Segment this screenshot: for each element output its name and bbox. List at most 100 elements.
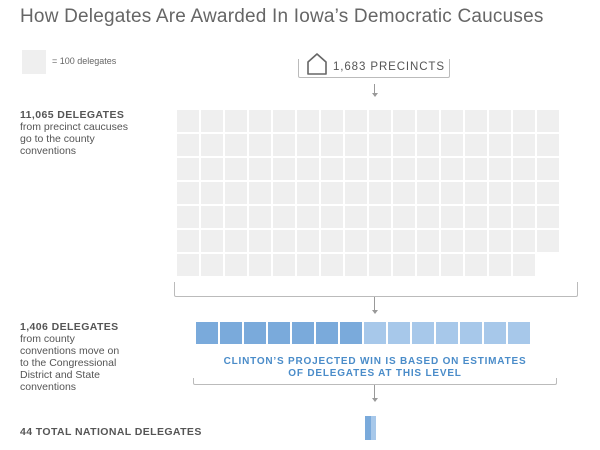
county-delegate-unit xyxy=(200,157,224,181)
county-delegate-unit xyxy=(320,109,344,133)
county-delegate-unit xyxy=(488,205,512,229)
county-delegate-unit xyxy=(176,253,200,277)
state-description-line: conventions move on xyxy=(20,345,120,357)
county-delegate-unit xyxy=(272,109,296,133)
national-delegate-count: 44 TOTAL NATIONAL DELEGATES xyxy=(20,426,202,438)
county-delegate-unit xyxy=(440,253,464,277)
county-delegate-unit xyxy=(464,253,488,277)
county-delegate-unit xyxy=(248,229,272,253)
county-delegate-unit xyxy=(440,229,464,253)
county-delegate-unit xyxy=(320,181,344,205)
county-delegate-unit xyxy=(296,205,320,229)
county-delegate-unit xyxy=(176,157,200,181)
legend-label: = 100 delegates xyxy=(52,56,117,66)
precinct-count-label: 1,683 PRECINCTS xyxy=(331,61,447,73)
county-delegate-unit xyxy=(440,205,464,229)
county-delegate-unit xyxy=(296,229,320,253)
county-delegate-unit xyxy=(440,157,464,181)
county-delegate-unit xyxy=(536,181,560,205)
county-delegate-unit xyxy=(296,253,320,277)
state-delegate-unit-light xyxy=(483,321,507,345)
county-delegate-unit xyxy=(296,109,320,133)
county-delegate-unit xyxy=(416,229,440,253)
county-delegate-unit xyxy=(512,157,536,181)
county-description-line: conventions xyxy=(20,145,77,157)
state-delegate-unit-dark xyxy=(195,321,219,345)
county-delegate-unit xyxy=(440,109,464,133)
county-delegate-unit xyxy=(200,133,224,157)
county-delegate-unit xyxy=(176,229,200,253)
county-delegate-unit xyxy=(416,109,440,133)
clinton-callout: CLINTON’S PROJECTED WIN IS BASED ON ESTI… xyxy=(195,356,555,380)
county-delegate-unit xyxy=(536,205,560,229)
national-level-label: 44 TOTAL NATIONAL DELEGATES xyxy=(20,426,202,438)
county-delegate-unit xyxy=(200,181,224,205)
county-delegate-unit xyxy=(488,109,512,133)
county-delegate-unit xyxy=(440,133,464,157)
county-delegate-unit xyxy=(176,109,200,133)
county-delegate-unit xyxy=(464,109,488,133)
precincts-header: 1,683 PRECINCTS xyxy=(298,52,450,82)
precinct-bracket xyxy=(298,59,450,78)
arrow-county-to-state xyxy=(372,297,378,315)
state-level-label: 1,406 DELEGATES from county conventions … xyxy=(20,321,119,393)
county-delegate-unit xyxy=(320,133,344,157)
county-delegate-unit xyxy=(392,253,416,277)
county-delegate-unit xyxy=(488,229,512,253)
county-delegate-unit xyxy=(464,229,488,253)
callout-line: OF DELEGATES AT THIS LEVEL xyxy=(288,368,462,379)
county-delegate-unit xyxy=(392,133,416,157)
county-delegate-unit xyxy=(272,133,296,157)
county-delegate-unit xyxy=(368,229,392,253)
county-delegate-unit xyxy=(344,229,368,253)
state-delegate-unit-dark xyxy=(267,321,291,345)
county-delegate-unit xyxy=(224,181,248,205)
county-delegate-unit xyxy=(296,133,320,157)
county-delegate-unit xyxy=(464,133,488,157)
county-delegate-unit xyxy=(272,181,296,205)
state-description-line: from county xyxy=(20,333,75,345)
county-delegate-unit xyxy=(176,133,200,157)
county-delegate-unit xyxy=(392,109,416,133)
county-delegate-unit xyxy=(272,253,296,277)
county-delegate-unit xyxy=(272,157,296,181)
county-delegate-unit xyxy=(344,181,368,205)
callout-line: CLINTON’S PROJECTED WIN IS BASED ON ESTI… xyxy=(223,356,527,367)
county-delegate-unit xyxy=(320,253,344,277)
county-delegate-unit xyxy=(320,229,344,253)
county-delegate-unit xyxy=(392,205,416,229)
county-delegate-unit xyxy=(200,253,224,277)
page-title: How Delegates Are Awarded In Iowa’s Demo… xyxy=(20,6,544,27)
county-level-label: 11,065 DELEGATES from precinct caucuses … xyxy=(20,109,128,157)
county-delegate-unit xyxy=(488,181,512,205)
county-delegate-unit xyxy=(224,157,248,181)
state-delegate-unit-dark xyxy=(291,321,315,345)
state-description-line: to the Congressional xyxy=(20,357,117,369)
county-delegate-unit xyxy=(440,181,464,205)
county-delegate-unit xyxy=(344,133,368,157)
county-delegate-unit xyxy=(536,109,560,133)
county-delegate-unit xyxy=(536,229,560,253)
national-delegate-fraction-light xyxy=(371,416,376,440)
county-delegate-unit xyxy=(368,157,392,181)
county-delegate-unit xyxy=(224,253,248,277)
county-delegate-unit xyxy=(224,229,248,253)
state-delegate-unit-light xyxy=(411,321,435,345)
county-delegate-unit xyxy=(392,229,416,253)
state-delegate-unit-light xyxy=(459,321,483,345)
county-delegate-unit xyxy=(464,181,488,205)
county-delegate-unit xyxy=(224,205,248,229)
county-delegate-unit xyxy=(320,157,344,181)
state-bracket xyxy=(193,378,557,385)
county-delegate-unit xyxy=(392,157,416,181)
arrow-precincts-to-county xyxy=(372,84,378,98)
state-description-line: District and State xyxy=(20,369,100,381)
county-delegate-unit xyxy=(488,133,512,157)
county-delegate-unit xyxy=(248,133,272,157)
county-delegate-unit xyxy=(224,133,248,157)
county-delegate-unit xyxy=(176,181,200,205)
county-delegate-count: 11,065 DELEGATES xyxy=(20,109,125,121)
state-delegate-unit-light xyxy=(435,321,459,345)
county-delegate-unit xyxy=(224,109,248,133)
national-delegate-fraction-dark xyxy=(365,416,371,440)
